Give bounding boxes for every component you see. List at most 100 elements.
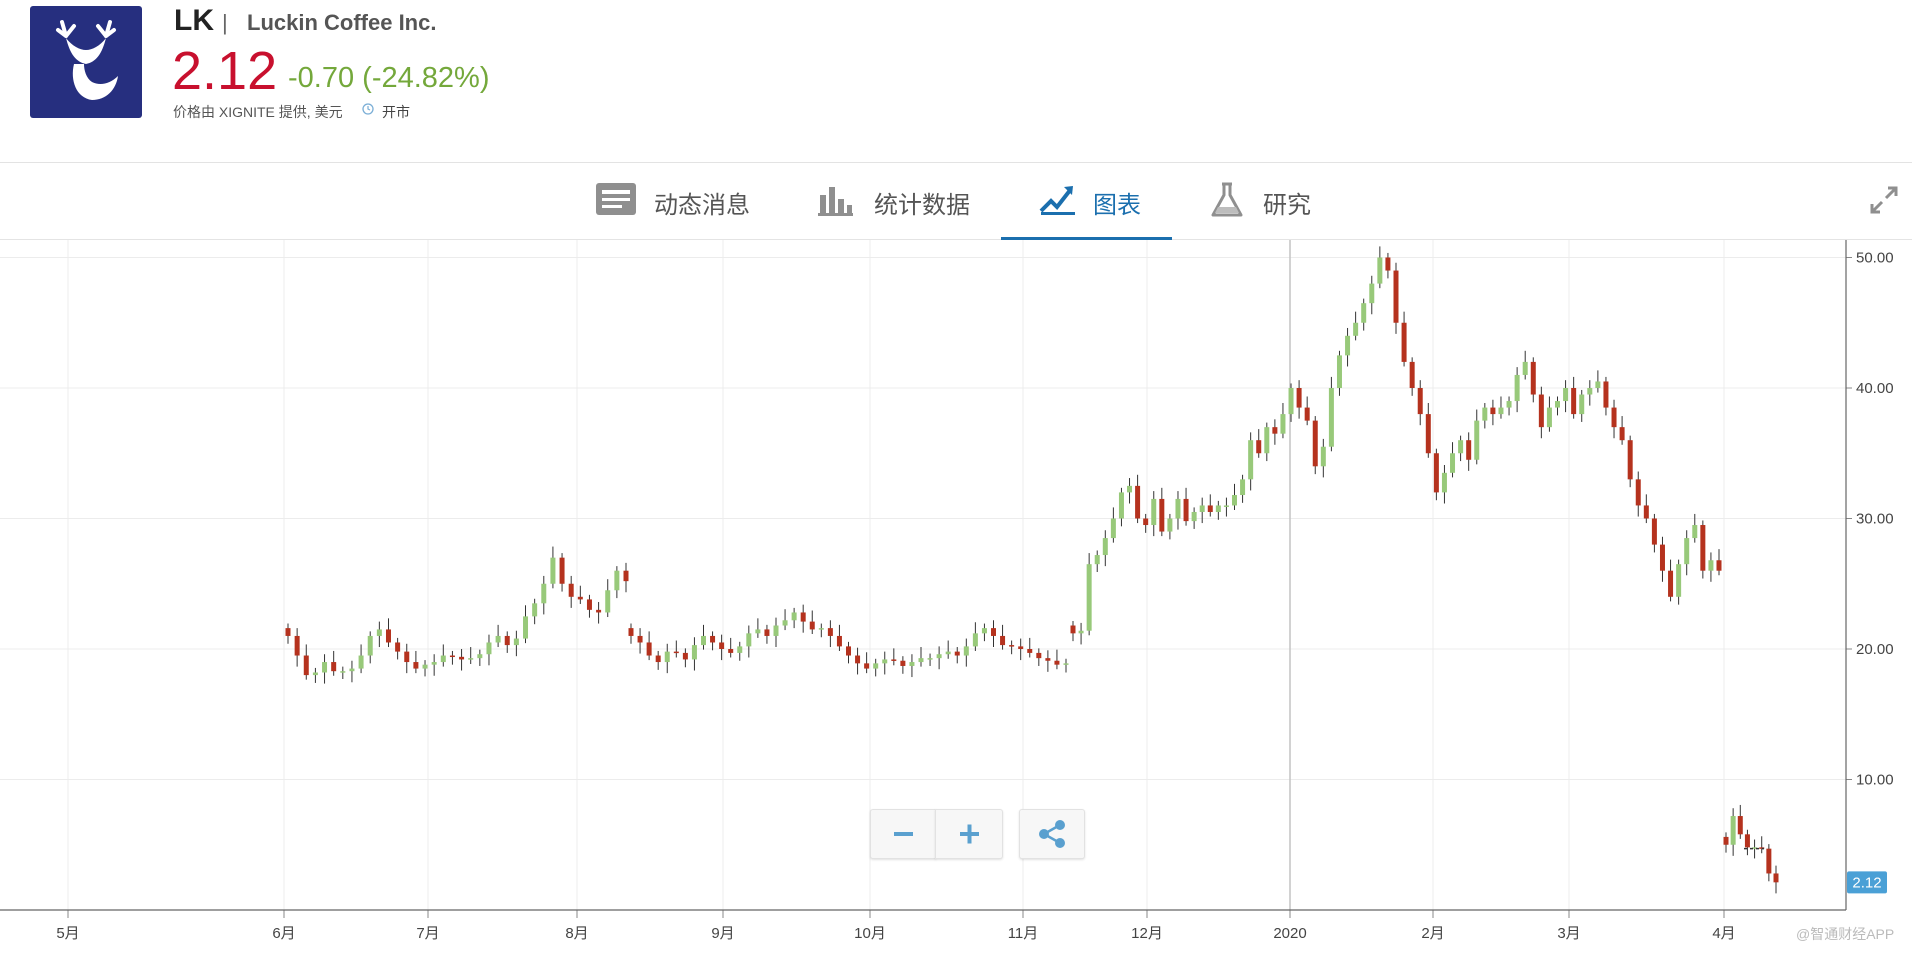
- candle-body-down: [385, 629, 391, 643]
- candle-body-down: [285, 628, 291, 636]
- price-chart[interactable]: 10.00 20.00 30.00 40.00 50.00 5月 6月 7月 8月 9月 10月 11…: [0, 240, 1912, 956]
- candle: [1280, 403, 1286, 439]
- candle: [1264, 422, 1270, 462]
- y-tick-label: 40.00: [1856, 380, 1894, 397]
- candle-body-up: [349, 668, 355, 672]
- tab-statistics-label: 统计数据: [874, 192, 970, 219]
- candle: [1708, 552, 1714, 582]
- candle: [655, 650, 661, 670]
- candle: [1474, 409, 1480, 465]
- candle-body-up: [1086, 564, 1092, 631]
- candle: [1651, 513, 1657, 553]
- candle: [340, 666, 346, 680]
- candle-body-up: [422, 664, 428, 669]
- candle: [1773, 865, 1779, 894]
- quote-header: LK | Luckin Coffee Inc. 2.12 -0.70 (-24.…: [0, 0, 1912, 162]
- tab-news[interactable]: 动态消息: [590, 163, 760, 239]
- candle-body-down: [764, 629, 770, 636]
- candle-body-down: [1773, 873, 1779, 883]
- candle: [1514, 367, 1520, 413]
- tab-research[interactable]: 研究: [1205, 163, 1345, 239]
- candle-body-down: [331, 662, 337, 672]
- candle: [882, 651, 888, 675]
- zoom-in-icon: [960, 824, 979, 844]
- tab-news-label: 动态消息: [654, 192, 750, 219]
- candle: [1151, 491, 1157, 537]
- candle: [1385, 252, 1391, 279]
- zoom-in-button[interactable]: [935, 809, 1003, 859]
- candle: [1668, 559, 1674, 602]
- x-tick-label: 5月: [56, 925, 79, 942]
- candle: [1441, 464, 1447, 504]
- candle-body-up: [918, 658, 924, 663]
- expand-icon[interactable]: [1868, 184, 1900, 216]
- candle-body-up: [1336, 355, 1342, 388]
- candle-body-up: [523, 616, 529, 639]
- candle: [1296, 380, 1302, 419]
- candle-body-up: [1708, 560, 1714, 571]
- candle: [818, 623, 824, 638]
- candle-body-down: [577, 596, 583, 600]
- candle-body-up: [1450, 453, 1456, 473]
- candle: [1530, 357, 1536, 403]
- candle: [791, 607, 797, 629]
- candle: [1288, 383, 1294, 422]
- candle-body-down: [827, 628, 833, 636]
- candle: [1369, 275, 1375, 315]
- watermark: @智通财经APP: [1796, 926, 1895, 942]
- candle: [827, 620, 833, 648]
- candle: [1223, 497, 1229, 517]
- candle-body-up: [1730, 816, 1736, 845]
- tab-statistics[interactable]: 统计数据: [812, 163, 982, 239]
- candle-body-up: [1063, 663, 1069, 665]
- candle: [1546, 396, 1552, 432]
- candle: [1248, 432, 1254, 491]
- candle-body-down: [1635, 479, 1641, 506]
- candle: [614, 566, 620, 599]
- candle-body-up: [550, 557, 556, 584]
- candle: [404, 643, 410, 674]
- grid-lines: [0, 240, 1846, 910]
- candle: [1571, 376, 1577, 419]
- candle-body-up: [1199, 505, 1205, 512]
- candle-body-down: [800, 612, 806, 622]
- candle-body-up: [1514, 374, 1520, 402]
- candle: [691, 637, 697, 671]
- candle-body-up: [1676, 564, 1682, 597]
- candle: [294, 628, 300, 667]
- candle: [891, 648, 897, 666]
- candle: [596, 602, 602, 624]
- candle: [285, 623, 291, 644]
- candle: [1143, 513, 1149, 533]
- candle-body-up: [873, 663, 879, 669]
- candle-body-down: [623, 570, 629, 582]
- candle-body-down: [855, 655, 861, 664]
- candle-body-down: [891, 659, 897, 661]
- candle-body-up: [468, 658, 474, 660]
- candle: [367, 631, 373, 664]
- candle-body-up: [1684, 538, 1690, 565]
- share-button[interactable]: [1019, 809, 1085, 859]
- candle-body-up: [322, 662, 328, 673]
- candle-body-up: [1280, 414, 1286, 434]
- candle: [1102, 530, 1108, 567]
- candle: [1700, 520, 1706, 579]
- candle-body-down: [646, 642, 652, 656]
- candle: [963, 638, 969, 667]
- candle-body-up: [312, 672, 318, 676]
- candle-body-up: [1215, 505, 1221, 512]
- candle: [945, 640, 951, 659]
- candle-body-down: [1737, 816, 1743, 835]
- candle: [550, 546, 556, 589]
- zoom-out-button[interactable]: [870, 809, 936, 859]
- candle: [1595, 370, 1601, 393]
- candle-body-down: [991, 628, 996, 636]
- candle: [1538, 386, 1544, 439]
- tab-chart[interactable]: 图表: [1001, 163, 1172, 240]
- candle-body-up: [358, 655, 364, 669]
- candlestick-series: [285, 246, 1779, 894]
- candle-body-up: [1498, 407, 1504, 415]
- candle: [413, 650, 419, 674]
- candle: [1328, 376, 1334, 452]
- candle-body-up: [614, 570, 620, 591]
